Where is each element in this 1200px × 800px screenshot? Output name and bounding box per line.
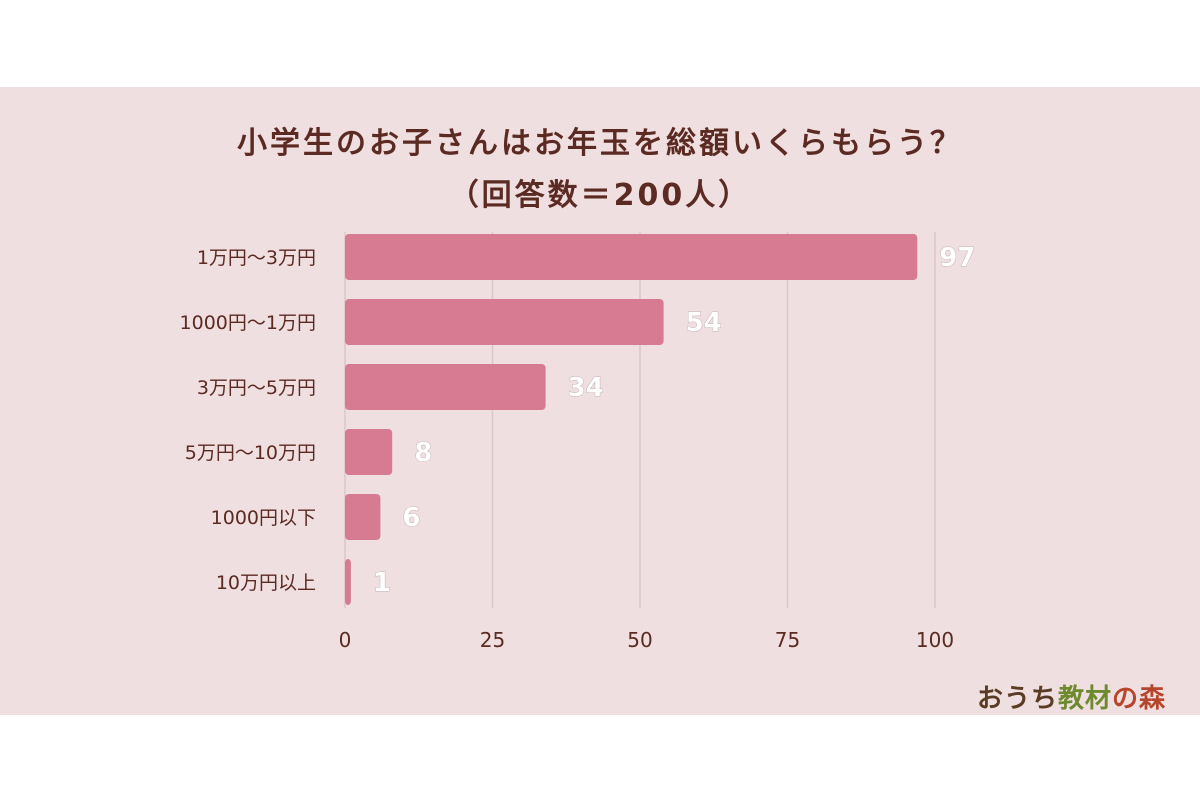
chart-background (0, 87, 1200, 715)
x-tick-label: 0 (339, 628, 352, 652)
bars (345, 234, 918, 605)
data-label: 34 (568, 373, 604, 403)
bar (345, 494, 381, 540)
category-label: 5万円～10万円 (185, 442, 316, 464)
category-label: 1000円～1万円 (180, 312, 316, 334)
x-tick-label: 75 (775, 628, 800, 652)
x-tick-label: 50 (627, 628, 652, 652)
data-label: 8 (414, 438, 432, 468)
labels: 0 25 50 75 100 1万円～3万円 97 1000円～1万円 54 3万円～5万円 34 5… (180, 243, 976, 652)
chart-title: 小学生のお子さんはお年玉を総額いくらもらう？ (237, 126, 963, 161)
category-label: 10万円以上 (216, 572, 316, 594)
category-label: 1万円～3万円 (197, 247, 316, 269)
logo: おうち教材の森 (977, 678, 1166, 715)
category-label: 1000円以下 (211, 507, 316, 529)
logo-part-2: 教材 (1057, 684, 1112, 714)
bar (345, 364, 546, 410)
x-tick-label: 25 (480, 628, 505, 652)
chart-subtitle: （回答数＝200人） (448, 178, 752, 213)
bar (345, 559, 351, 605)
x-tick-label: 100 (916, 628, 954, 652)
logo-part-3: の森 (1111, 684, 1166, 714)
bar (345, 234, 918, 280)
logo-part-1: おうち (976, 684, 1058, 714)
data-label: 1 (373, 568, 391, 598)
data-label: 54 (686, 308, 722, 338)
bar (345, 429, 393, 475)
category-label: 3万円～5万円 (197, 377, 316, 399)
data-label: 6 (402, 503, 420, 533)
bar (345, 299, 664, 345)
grid-lines (344, 232, 936, 608)
data-label: 97 (939, 243, 975, 273)
